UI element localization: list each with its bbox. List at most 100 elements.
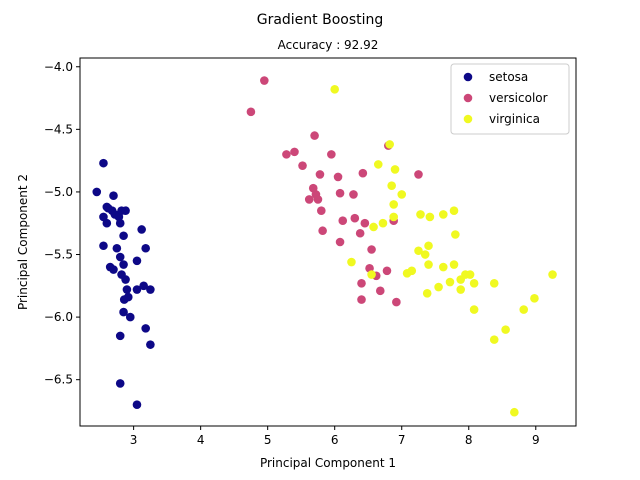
point-virginica-6 bbox=[389, 200, 398, 209]
point-setosa-17 bbox=[119, 260, 128, 269]
point-virginica-11 bbox=[425, 212, 435, 222]
point-versicolor-2 bbox=[282, 150, 291, 159]
point-virginica-22 bbox=[465, 270, 475, 279]
point-virginica-9 bbox=[369, 222, 378, 232]
point-virginica-38 bbox=[347, 257, 356, 267]
x-tick-label: 7 bbox=[398, 433, 406, 447]
legend: setosa versicolor virginica bbox=[450, 63, 570, 135]
point-virginica-34 bbox=[469, 305, 479, 314]
y-axis-label: Principal Component 2 bbox=[16, 174, 30, 310]
x-axis: 3 4 5 6 7 8 9 bbox=[130, 426, 540, 447]
point-versicolor-33 bbox=[414, 170, 423, 179]
legend-label-setosa: setosa bbox=[489, 70, 528, 84]
point-virginica-29 bbox=[456, 285, 466, 294]
point-virginica-27 bbox=[469, 279, 479, 288]
point-virginica-16 bbox=[414, 246, 423, 256]
point-virginica-32 bbox=[530, 294, 539, 303]
point-versicolor-4 bbox=[298, 161, 307, 170]
point-virginica-36 bbox=[489, 335, 499, 344]
point-setosa-24 bbox=[119, 295, 129, 304]
x-tick-label: 8 bbox=[465, 433, 473, 447]
point-versicolor-12 bbox=[333, 172, 343, 182]
point-setosa-22 bbox=[122, 285, 132, 294]
point-virginica-20 bbox=[449, 260, 459, 269]
point-virginica-25 bbox=[445, 277, 455, 287]
legend-marker-versicolor bbox=[463, 93, 473, 103]
point-virginica-19 bbox=[438, 262, 448, 272]
point-setosa-10 bbox=[115, 218, 125, 228]
point-setosa-1 bbox=[99, 158, 108, 168]
point-virginica-3 bbox=[390, 165, 400, 174]
x-tick-label: 5 bbox=[264, 433, 272, 447]
point-setosa-30 bbox=[146, 285, 155, 294]
point-virginica-15 bbox=[424, 241, 433, 251]
point-virginica-31 bbox=[422, 289, 432, 298]
point-setosa-16 bbox=[115, 252, 125, 262]
chart-subtitle: Accuracy : 92.92 bbox=[278, 38, 379, 52]
point-virginica-24 bbox=[407, 266, 417, 276]
point-virginica-8 bbox=[378, 218, 388, 228]
point-setosa-7 bbox=[102, 218, 112, 228]
point-versicolor-0 bbox=[260, 76, 269, 85]
point-setosa-15 bbox=[112, 243, 122, 253]
point-virginica-35 bbox=[501, 325, 510, 334]
point-setosa-29 bbox=[139, 281, 148, 291]
point-virginica-40 bbox=[510, 407, 519, 417]
plot-frame bbox=[79, 57, 577, 427]
point-virginica-37 bbox=[548, 270, 557, 279]
point-versicolor-26 bbox=[357, 279, 366, 288]
point-setosa-28 bbox=[132, 285, 142, 294]
point-virginica-2 bbox=[373, 160, 383, 169]
point-versicolor-22 bbox=[335, 237, 345, 247]
y-tick-label: −4.5 bbox=[44, 122, 73, 136]
point-setosa-21 bbox=[121, 275, 130, 284]
legend-label-versicolor: versicolor bbox=[489, 91, 548, 105]
point-virginica-28 bbox=[489, 279, 499, 288]
y-tick-label: −6.0 bbox=[44, 310, 73, 324]
x-tick-label: 6 bbox=[331, 433, 339, 447]
point-setosa-33 bbox=[141, 324, 150, 333]
x-tick-label: 9 bbox=[532, 433, 540, 447]
chart-title: Gradient Boosting bbox=[257, 12, 384, 28]
legend-box bbox=[450, 63, 570, 135]
point-versicolor-23 bbox=[367, 245, 376, 254]
point-virginica-33 bbox=[519, 305, 529, 314]
point-virginica-13 bbox=[449, 206, 459, 216]
point-versicolor-1 bbox=[246, 107, 256, 117]
point-setosa-32 bbox=[125, 312, 135, 322]
point-setosa-27 bbox=[141, 243, 150, 253]
point-versicolor-16 bbox=[317, 206, 326, 216]
y-tick-label: −5.0 bbox=[44, 185, 73, 199]
point-virginica-39 bbox=[367, 270, 376, 279]
point-setosa-36 bbox=[115, 379, 125, 388]
point-virginica-30 bbox=[434, 282, 443, 292]
point-setosa-19 bbox=[109, 265, 118, 274]
point-setosa-14 bbox=[99, 241, 108, 251]
point-versicolor-5 bbox=[310, 131, 319, 140]
point-virginica-18 bbox=[424, 260, 433, 269]
y-tick-label: −4.0 bbox=[44, 60, 73, 74]
legend-marker-virginica bbox=[463, 114, 473, 124]
point-versicolor-17 bbox=[350, 213, 360, 223]
point-setosa-26 bbox=[137, 225, 146, 234]
point-virginica-1 bbox=[385, 140, 394, 149]
point-virginica-17 bbox=[420, 250, 430, 259]
y-tick-label: −5.5 bbox=[44, 248, 73, 262]
point-setosa-12 bbox=[121, 206, 130, 216]
legend-label-virginica: virginica bbox=[489, 112, 540, 126]
point-versicolor-15 bbox=[349, 190, 358, 199]
point-setosa-2 bbox=[109, 191, 118, 200]
point-versicolor-10 bbox=[304, 195, 314, 204]
point-versicolor-14 bbox=[335, 188, 345, 198]
point-setosa-31 bbox=[119, 307, 128, 317]
y-axis: −6.5 −6.0 −5.5 −5.0 −4.5 −4.0 bbox=[44, 60, 80, 387]
point-setosa-37 bbox=[132, 400, 142, 410]
points-layer bbox=[92, 76, 557, 417]
point-setosa-0 bbox=[92, 187, 102, 197]
x-tick-label: 4 bbox=[197, 433, 205, 447]
x-tick-label: 3 bbox=[130, 433, 138, 447]
point-versicolor-27 bbox=[375, 286, 385, 296]
point-versicolor-18 bbox=[338, 216, 348, 226]
point-versicolor-3 bbox=[290, 147, 299, 157]
